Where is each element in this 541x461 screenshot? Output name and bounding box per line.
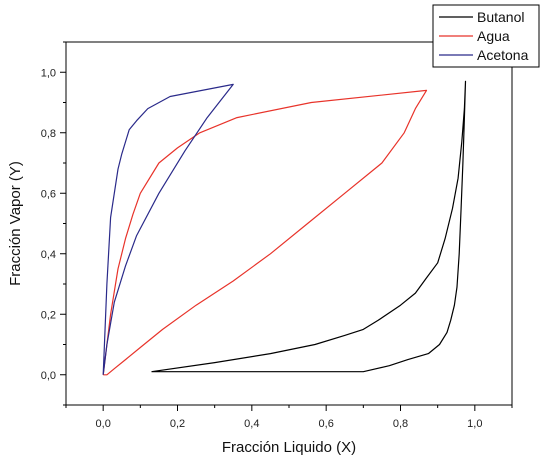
- series-line-acetona: [102, 83, 234, 375]
- plot-border: [65, 41, 513, 406]
- x-axis: 0,0 0,2 0,4 0,6 0,8 1,0: [65, 405, 513, 430]
- legend-label-acetona: Acetona: [477, 47, 529, 63]
- x-tick-label: 0,0: [96, 418, 111, 430]
- x-tick-label: 0,8: [393, 418, 408, 430]
- y-tick-label: 1,0: [41, 67, 56, 79]
- legend: Butanol Agua Acetona: [432, 4, 540, 68]
- y-axis: 0,0 0,2 0,4 0,6 0,8 1,0: [41, 41, 66, 406]
- y-tick-label: 0,2: [41, 309, 56, 321]
- y-axis-title: Fracción Vapor (Y): [7, 161, 24, 286]
- series-line-butanol: [151, 80, 467, 373]
- y-tick-label: 0,0: [41, 370, 56, 382]
- x-tick-label: 1,0: [467, 418, 482, 430]
- x-tick-label: 0,4: [244, 418, 259, 430]
- x-tick-label: 0,2: [170, 418, 185, 430]
- x-axis-title: Fracción Liquido (X): [222, 439, 356, 456]
- legend-label-butanol: Butanol: [477, 9, 524, 25]
- y-tick-label: 0,6: [41, 188, 56, 200]
- series-layer: [102, 80, 467, 376]
- y-tick-label: 0,8: [41, 128, 56, 140]
- legend-label-agua: Agua: [477, 28, 510, 44]
- series-line-agua: [102, 89, 428, 376]
- y-tick-label: 0,4: [41, 249, 56, 261]
- plot-frame: [65, 41, 513, 406]
- x-tick-label: 0,6: [319, 418, 334, 430]
